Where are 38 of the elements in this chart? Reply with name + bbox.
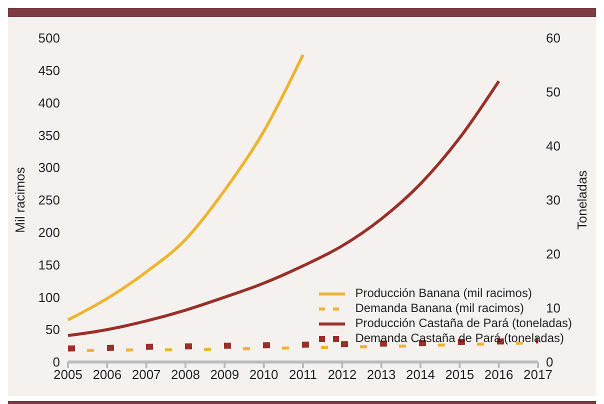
- x-tick-label: 2006: [92, 367, 122, 382]
- y-axis-title: Mil racimos: [12, 166, 28, 233]
- x-tick-label: 2017: [524, 367, 552, 382]
- x-tick-label: 2012: [328, 367, 357, 382]
- legend-label: Producción Castaña de Pará (toneladas): [355, 316, 572, 331]
- y2-axis-title: Toneladas: [574, 170, 590, 230]
- x-tick-label: 2005: [54, 367, 82, 382]
- x-tick-label: 2010: [249, 367, 278, 382]
- y-tick-label: 350: [38, 128, 60, 143]
- x-tick-label: 2016: [484, 367, 514, 382]
- x-tick-label: 2013: [366, 367, 396, 382]
- y2-tick-label: 30: [546, 192, 560, 208]
- x-tick-label: 2014: [406, 367, 435, 382]
- y2-tick-label: 0: [546, 354, 554, 370]
- y-tick-label: 150: [38, 257, 60, 272]
- y-tick-label: 250: [38, 192, 60, 208]
- y2-tick-label: 50: [546, 84, 560, 100]
- legend-label: Demanda Castaña de Pará (toneladas): [355, 331, 564, 346]
- line-series: [66, 53, 304, 322]
- y-tick-label: 500: [38, 30, 60, 46]
- y-tick-label: 0: [52, 354, 60, 370]
- x-tick-label: 2008: [171, 367, 200, 382]
- x-tick-label: 2015: [445, 367, 474, 382]
- x-tick-label: 2007: [132, 367, 161, 382]
- y-tick-label: 300: [38, 160, 60, 176]
- y-tick-label: 100: [38, 290, 60, 305]
- y2-tick-label: 60: [546, 30, 560, 46]
- x-tick-label: 2009: [210, 367, 240, 382]
- y-tick-label: 400: [38, 95, 60, 110]
- y-tick-label: 50: [46, 322, 60, 338]
- y2-tick-label: 10: [546, 300, 560, 316]
- y2-tick-label: 40: [546, 138, 560, 154]
- x-tick-label: 2011: [289, 367, 317, 382]
- legend-label: Demanda Banana (mil racimos): [355, 301, 524, 316]
- y2-tick-label: 20: [546, 246, 560, 262]
- y-tick-label: 450: [38, 63, 60, 78]
- legend-label: Producción Banana (mil racimos): [355, 286, 532, 301]
- y-tick-label: 200: [38, 225, 60, 240]
